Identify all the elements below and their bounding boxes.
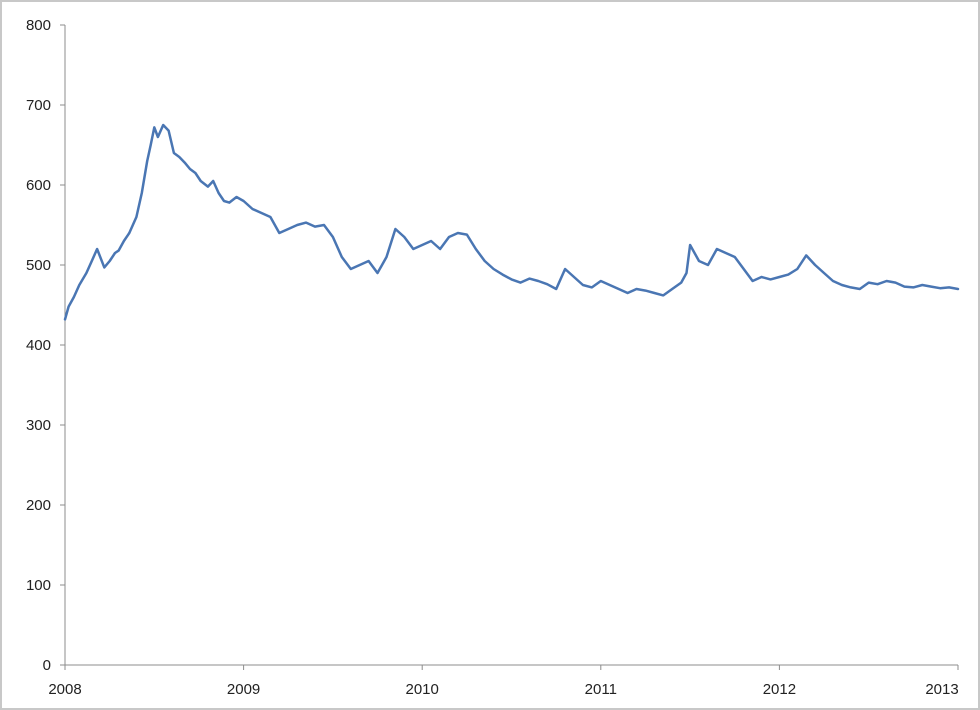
y-tick-label: 400 [26,337,51,354]
y-tick-label: 0 [43,657,51,674]
y-tick-label: 700 [26,97,51,114]
x-tick-label: 2013 [925,681,958,698]
series-line [63,123,960,321]
series-layer [63,123,960,321]
y-tick-label: 100 [26,577,51,594]
x-tick-label: 2008 [48,681,81,698]
chart-axes [60,24,959,670]
x-tick-label: 2010 [406,681,439,698]
x-tick-label: 2009 [227,681,260,698]
x-tick-label: 2011 [585,681,617,698]
x-tick-label: 2012 [763,681,796,698]
x-tick-labels: 2008 2009 2010 2011 2012 2013 [48,681,958,698]
y-tick-label: 300 [26,417,51,434]
y-tick-label: 600 [26,177,51,194]
y-tick-label: 800 [26,17,51,34]
y-tick-labels: 0 100 200 300 400 500 600 700 800 [26,17,51,674]
y-tick-label: 200 [26,497,51,514]
y-tick-label: 500 [26,257,51,274]
